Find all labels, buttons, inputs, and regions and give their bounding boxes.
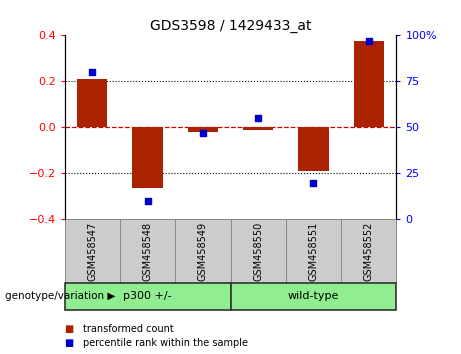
Bar: [230, 219, 286, 283]
Text: GSM458549: GSM458549: [198, 222, 208, 281]
Bar: [341, 219, 396, 283]
Text: genotype/variation ▶: genotype/variation ▶: [5, 291, 115, 302]
Text: GSM458552: GSM458552: [364, 222, 374, 281]
Text: GSM458551: GSM458551: [308, 222, 319, 281]
Point: [199, 130, 207, 136]
Bar: [120, 219, 175, 283]
Text: percentile rank within the sample: percentile rank within the sample: [83, 338, 248, 348]
Point: [310, 180, 317, 185]
Title: GDS3598 / 1429433_at: GDS3598 / 1429433_at: [150, 19, 311, 33]
Point: [89, 69, 96, 75]
Text: wild-type: wild-type: [288, 291, 339, 302]
Bar: [286, 219, 341, 283]
Text: GSM458548: GSM458548: [142, 222, 153, 281]
Point: [365, 38, 372, 44]
Text: ■: ■: [65, 338, 74, 348]
Bar: [77, 79, 107, 127]
Bar: [298, 127, 329, 171]
Text: p300 +/-: p300 +/-: [123, 291, 172, 302]
Point: [254, 115, 262, 121]
Bar: [188, 127, 218, 132]
Text: ■: ■: [65, 324, 74, 334]
Point: [144, 198, 151, 204]
Bar: [243, 127, 273, 130]
Bar: [354, 41, 384, 127]
Bar: [175, 219, 230, 283]
Bar: [65, 219, 120, 283]
Bar: [132, 127, 163, 188]
Text: GSM458550: GSM458550: [253, 222, 263, 281]
Bar: [230, 283, 396, 310]
Text: transformed count: transformed count: [83, 324, 174, 334]
Text: GSM458547: GSM458547: [87, 222, 97, 281]
Bar: [65, 283, 230, 310]
